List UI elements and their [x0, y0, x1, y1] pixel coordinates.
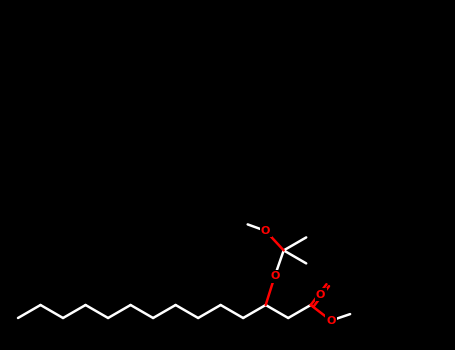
Text: O: O — [316, 289, 325, 300]
Text: O: O — [326, 316, 336, 326]
Text: O: O — [270, 271, 279, 281]
Text: O: O — [261, 226, 270, 236]
